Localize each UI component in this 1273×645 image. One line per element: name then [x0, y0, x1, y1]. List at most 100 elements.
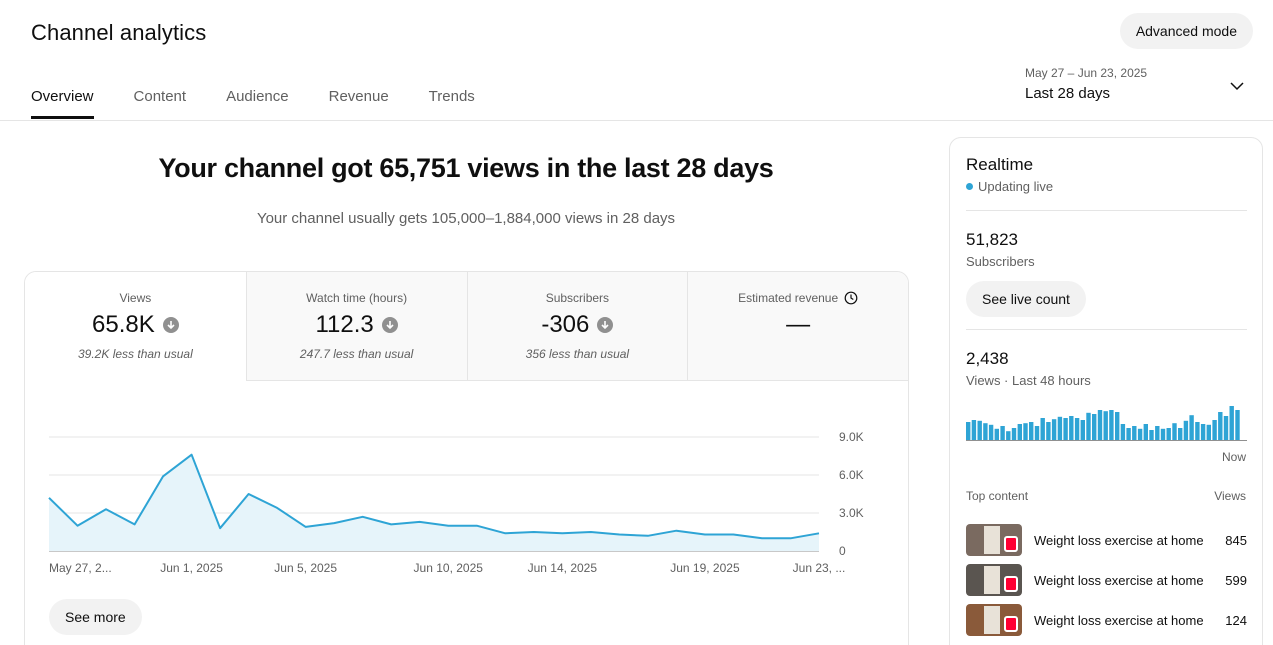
tab-label: Overview — [31, 88, 94, 105]
tab-revenue[interactable]: Revenue — [329, 76, 389, 120]
summary-subline: Your channel usually gets 105,000–1,884,… — [256, 210, 676, 227]
top-content-item[interactable]: Weight loss exercise at home 599 — [966, 564, 1247, 596]
advanced-mode-button[interactable]: Advanced mode — [1119, 13, 1253, 49]
tab-audience[interactable]: Audience — [226, 76, 289, 120]
realtime-bar — [971, 420, 977, 440]
realtime-bar — [1051, 419, 1057, 440]
realtime-bar — [1212, 420, 1217, 440]
top-content-item[interactable]: Weight loss exercise at home 845 — [966, 524, 1247, 556]
metric-watch-time[interactable]: Watch time (hours) 112.3 247.7 less than… — [245, 272, 467, 381]
tab-label: Audience — [226, 88, 289, 105]
now-label: Now — [1221, 450, 1246, 464]
y-tick-label: 6.0K — [839, 468, 864, 482]
see-live-count-button[interactable]: See live count — [966, 281, 1086, 317]
see-more-button[interactable]: See more — [49, 599, 142, 635]
realtime-bar — [1155, 426, 1160, 440]
video-thumbnail — [966, 564, 1022, 596]
metric-views[interactable]: Views 65.8K 39.2K less than usual — [25, 272, 246, 381]
arrow-down-icon — [162, 317, 179, 333]
x-tick-label: Jun 10, 2025 — [414, 561, 484, 575]
realtime-bar — [1189, 415, 1194, 440]
metric-subscribers[interactable]: Subscribers -306 356 less than usual — [466, 272, 688, 381]
video-views: 599 — [1225, 572, 1247, 588]
clock-icon — [844, 291, 858, 305]
metric-note: 39.2K less than usual — [78, 347, 193, 361]
realtime-bar — [1011, 428, 1017, 440]
metric-tabs: Views 65.8K 39.2K less than usual Watch … — [25, 272, 908, 381]
subscribers-label: Subscribers — [966, 254, 1035, 269]
chevron-down-icon — [1230, 82, 1244, 91]
date-range-picker[interactable]: May 27 – Jun 23, 2025 Last 28 days — [1025, 63, 1250, 109]
realtime-bar — [1109, 410, 1114, 440]
video-title: Weight loss exercise at home — [1034, 572, 1204, 588]
divider — [966, 329, 1247, 330]
subscribers-count: 51,823 — [966, 230, 1018, 249]
realtime-status: Updating live — [966, 179, 1053, 194]
video-thumbnail — [966, 524, 1022, 556]
key-metrics-card: Views 65.8K 39.2K less than usual Watch … — [24, 271, 909, 645]
realtime-bar — [1132, 426, 1137, 440]
realtime-bar — [1080, 420, 1085, 440]
realtime-bar — [1069, 416, 1074, 440]
tab-bar: Overview Content Audience Revenue Trends — [31, 76, 515, 120]
x-tick-label: Jun 19, 2025 — [670, 561, 740, 575]
metric-note: 247.7 less than usual — [299, 347, 414, 361]
x-tick-label: Jun 1, 2025 — [160, 561, 223, 575]
shorts-icon — [1004, 576, 1018, 592]
date-range-text: May 27 – Jun 23, 2025 — [1025, 66, 1148, 80]
realtime-bar — [1195, 422, 1200, 440]
realtime-bar — [1017, 424, 1022, 440]
realtime-bar — [1086, 412, 1091, 440]
views-chart-svg: 9.0K 6.0K 3.0K 0 May 27, 2... Jun 1, 2025 Jun … — [48, 430, 864, 575]
metric-value: -306 — [541, 311, 590, 338]
metric-value: — — [786, 311, 811, 338]
x-tick-label: May 27, 2... — [49, 561, 112, 575]
realtime-bar — [1000, 426, 1005, 440]
realtime-bar — [1178, 428, 1183, 440]
tab-label: Content — [133, 88, 187, 105]
tab-trends[interactable]: Trends — [429, 76, 475, 120]
realtime-bar — [1143, 424, 1148, 440]
metric-estimated-revenue[interactable]: Estimated revenue — — [687, 272, 908, 381]
realtime-bar — [1046, 422, 1051, 440]
metric-note: 356 less than usual — [525, 347, 630, 361]
realtime-bar — [1006, 431, 1011, 440]
x-tick-label: Jun 14, 2025 — [528, 561, 598, 575]
top-content-item[interactable]: Weight loss exercise at home 124 — [966, 604, 1247, 636]
arrow-down-icon — [381, 317, 398, 333]
video-title: Weight loss exercise at home — [1034, 532, 1204, 548]
realtime-bar — [1126, 428, 1131, 440]
divider — [966, 210, 1247, 211]
video-views: 845 — [1225, 532, 1247, 548]
realtime-bar — [1057, 416, 1063, 440]
x-tick-label: Jun 23, ... — [793, 561, 846, 575]
realtime-status-text: Updating live — [978, 179, 1054, 194]
realtime-card: Realtime Updating live 51,823 Subscriber… — [949, 137, 1263, 645]
realtime-bar — [988, 424, 994, 440]
realtime-bar — [1063, 418, 1068, 440]
y-tick-label: 0 — [839, 544, 846, 558]
tab-overview[interactable]: Overview — [31, 76, 94, 120]
top-content-header: Top content Views — [966, 489, 1246, 503]
realtime-bar — [1120, 424, 1126, 440]
realtime-bar — [1206, 424, 1211, 440]
realtime-views-count: 2,438 — [966, 349, 1009, 368]
tab-label: Trends — [428, 88, 475, 105]
shorts-icon — [1004, 616, 1018, 632]
realtime-views-label: Views · Last 48 hours — [966, 373, 1091, 388]
date-range-label: Last 28 days — [1025, 85, 1111, 102]
realtime-bar — [1097, 410, 1103, 440]
video-thumbnail — [966, 604, 1022, 636]
realtime-bar — [1023, 423, 1028, 440]
realtime-bar — [983, 423, 988, 440]
metric-label: Estimated revenue — [738, 291, 839, 305]
realtime-bar — [1200, 424, 1206, 440]
y-tick-label: 3.0K — [839, 506, 864, 520]
arrow-down-icon — [597, 317, 614, 333]
tab-content[interactable]: Content — [134, 76, 187, 120]
video-views: 124 — [1225, 612, 1247, 628]
y-tick-label: 9.0K — [839, 430, 864, 444]
realtime-bar — [1149, 430, 1154, 440]
page-title: Channel analytics — [31, 20, 207, 45]
metric-label: Views — [119, 291, 152, 305]
